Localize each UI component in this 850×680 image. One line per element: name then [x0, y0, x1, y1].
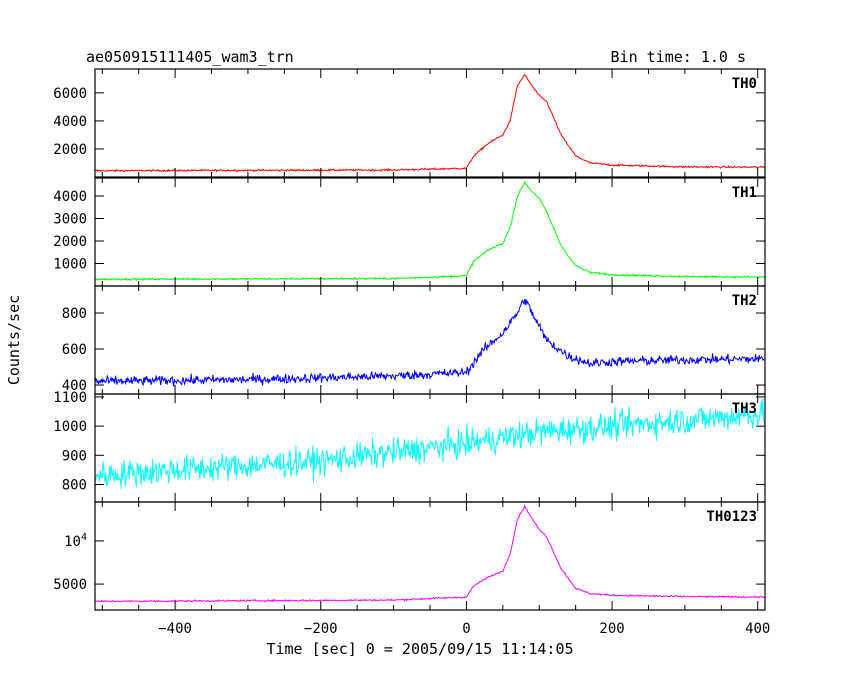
panel-label: TH0123	[706, 509, 757, 525]
y-tick-label: 4000	[53, 114, 87, 130]
x-tick-label: 200	[599, 621, 624, 637]
series-line-th2	[95, 298, 765, 387]
y-tick-label: 1000	[53, 419, 87, 435]
x-tick-label: −200	[304, 621, 338, 637]
panel-th0123: TH0123 5000 104	[53, 501, 766, 611]
panel-th2: TH2 400 600 800	[62, 285, 766, 395]
panel-frame	[94, 68, 766, 178]
y-tick-label: 1000	[53, 257, 87, 273]
y-tick-label: 2000	[53, 234, 87, 250]
y-tick-label: 800	[62, 477, 87, 493]
panels: TH0200040006000TH11000200030004000TH2400…	[53, 68, 770, 637]
series-line-th0	[95, 73, 765, 173]
series-line-th1	[95, 180, 765, 282]
y-tick-label: 104	[64, 532, 87, 550]
panel-label: TH2	[732, 293, 757, 309]
bin-time-label: Bin time: 1.0 s	[611, 48, 746, 66]
panel-label: TH1	[732, 185, 757, 201]
panel-frame	[94, 177, 766, 287]
panel-th0: TH0 2000 4000 6000	[53, 68, 766, 178]
x-tick-label: 0	[462, 621, 470, 637]
x-axis-label: Time [sec] 0 = 2005/09/15 11:14:05	[266, 640, 573, 658]
y-tick-label: 3000	[53, 212, 87, 228]
panel-frame	[94, 393, 766, 503]
panel-label: TH3	[732, 401, 757, 417]
series-line-th0123	[95, 504, 765, 603]
y-tick-label: 800	[62, 306, 87, 322]
panel-th3: TH3 800 900 1000 1100	[53, 390, 766, 503]
y-tick-label: 2000	[53, 142, 87, 158]
panel-th1: TH1 1000 2000 3000 4000	[53, 177, 766, 287]
x-tick-label: −400	[158, 621, 192, 637]
panel-label: TH0	[732, 76, 757, 92]
series-line-th3	[95, 398, 765, 489]
y-tick-label: 900	[62, 448, 87, 464]
y-tick-label: 600	[62, 342, 87, 358]
x-tick-label: 400	[745, 621, 770, 637]
chart-title: ae050915111405_wam3_trn	[86, 48, 294, 66]
y-tick-label: 6000	[53, 86, 87, 102]
y-tick-label: 400	[62, 378, 87, 394]
y-tick-label: 4000	[53, 189, 87, 205]
y-axis-label: Counts/sec	[5, 295, 23, 385]
panel-frame	[94, 501, 766, 611]
y-tick-label: 5000	[53, 577, 87, 593]
y-tick-label: 1100	[53, 390, 87, 406]
